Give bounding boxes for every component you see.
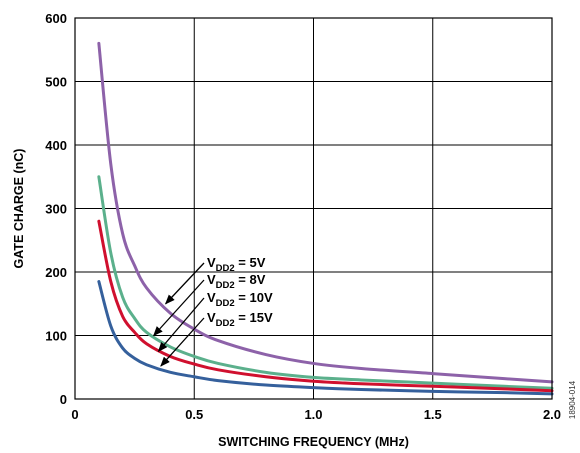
- annotation-label: VDD2 = 15V: [207, 310, 273, 329]
- series-line-1: [97, 175, 554, 390]
- annotation-arrow: [160, 317, 205, 367]
- y-axis-ticks: 0 100 200 300 400 500 600: [45, 11, 67, 407]
- x-tick-label: 2.0: [543, 407, 561, 422]
- y-axis-title: GATE CHARGE (nC): [12, 149, 26, 269]
- y-tick-label: 300: [45, 202, 67, 217]
- figure-id: 18904-014: [568, 380, 577, 419]
- annotation-label: VDD2 = 5V: [207, 255, 266, 274]
- x-tick-label: 1.5: [424, 407, 442, 422]
- y-tick-label: 400: [45, 138, 67, 153]
- series-line-3: [97, 280, 554, 396]
- y-tick-label: 200: [45, 265, 67, 280]
- annotation-label: VDD2 = 10V: [207, 290, 273, 309]
- annotation-arrow: [153, 279, 205, 337]
- annotation-arrow: [157, 297, 205, 353]
- x-axis-ticks: 0 0.5 1.0 1.5 2.0: [71, 407, 561, 422]
- plot-area-frame: [74, 17, 553, 400]
- y-tick-label: 600: [45, 11, 67, 26]
- y-tick-label: 0: [60, 392, 67, 407]
- x-tick-label: 0.5: [185, 407, 203, 422]
- series-line-2: [97, 219, 554, 393]
- x-tick-label: 0: [71, 407, 78, 422]
- x-tick-label: 1.0: [304, 407, 322, 422]
- series-line-0: [97, 41, 554, 384]
- series-lines: [97, 41, 554, 396]
- grid-lines: [75, 18, 552, 399]
- annotation-label: VDD2 = 8V: [207, 272, 266, 291]
- y-tick-label: 100: [45, 329, 67, 344]
- y-tick-label: 500: [45, 75, 67, 90]
- annotation-arrow: [164, 262, 205, 305]
- x-axis-title: SWITCHING FREQUENCY (MHz): [218, 435, 409, 449]
